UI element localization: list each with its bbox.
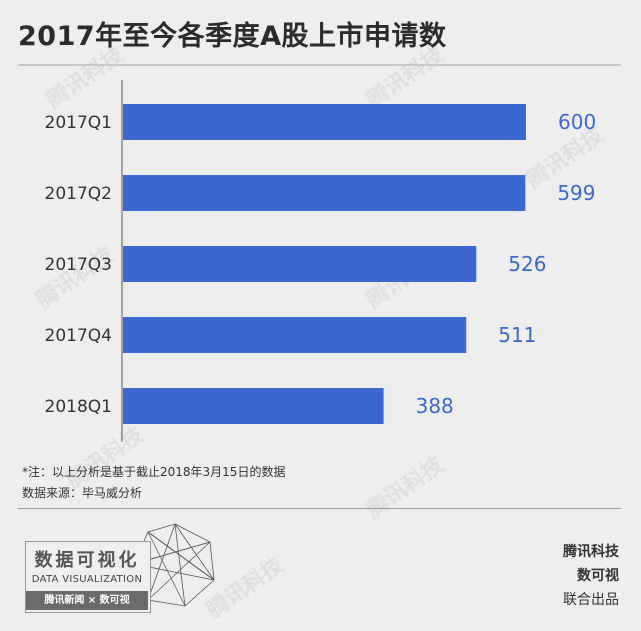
bar-2017Q3 xyxy=(123,246,477,282)
value-label: 600 xyxy=(558,110,596,134)
category-label: 2017Q2 xyxy=(45,184,112,204)
chart-title: 2017年至今各季度A股上市申请数 xyxy=(18,21,447,52)
footnote-source: 数据来源：毕马威分析 xyxy=(22,486,143,500)
bar-2017Q2 xyxy=(123,175,526,211)
value-label: 599 xyxy=(557,181,595,205)
category-label: 2017Q3 xyxy=(45,255,112,275)
footnote-note: *注：以上分析是基于截止2018年3月15日的数据 xyxy=(22,465,286,479)
bar-2017Q1 xyxy=(123,104,526,140)
category-label: 2017Q4 xyxy=(45,326,112,346)
logo-strip: 腾讯新闻 × 数可视 xyxy=(26,591,148,610)
bar-2017Q4 xyxy=(123,317,467,353)
bar-chart: 2017Q1 600 2017Q2 599 2017Q3 526 2017Q4 511 2018… xyxy=(45,80,596,442)
value-label: 388 xyxy=(416,394,454,418)
title-divider xyxy=(18,64,621,66)
logo-subtitle: DATA VISUALIZATION xyxy=(31,574,143,585)
credit-line-2: 数可视 xyxy=(577,568,619,584)
logo-title: 数据可视化 xyxy=(34,550,140,571)
value-label: 526 xyxy=(508,252,546,276)
category-label: 2017Q1 xyxy=(45,113,112,133)
bar-2018Q1 xyxy=(123,388,384,424)
footer-divider xyxy=(18,508,621,509)
credit-line-3: 联合出品 xyxy=(563,592,619,608)
watermark: 腾讯科技 xyxy=(362,452,449,524)
value-label: 511 xyxy=(498,323,536,347)
category-label: 2018Q1 xyxy=(45,397,112,417)
credit-line-1: 腾讯科技 xyxy=(563,544,619,560)
